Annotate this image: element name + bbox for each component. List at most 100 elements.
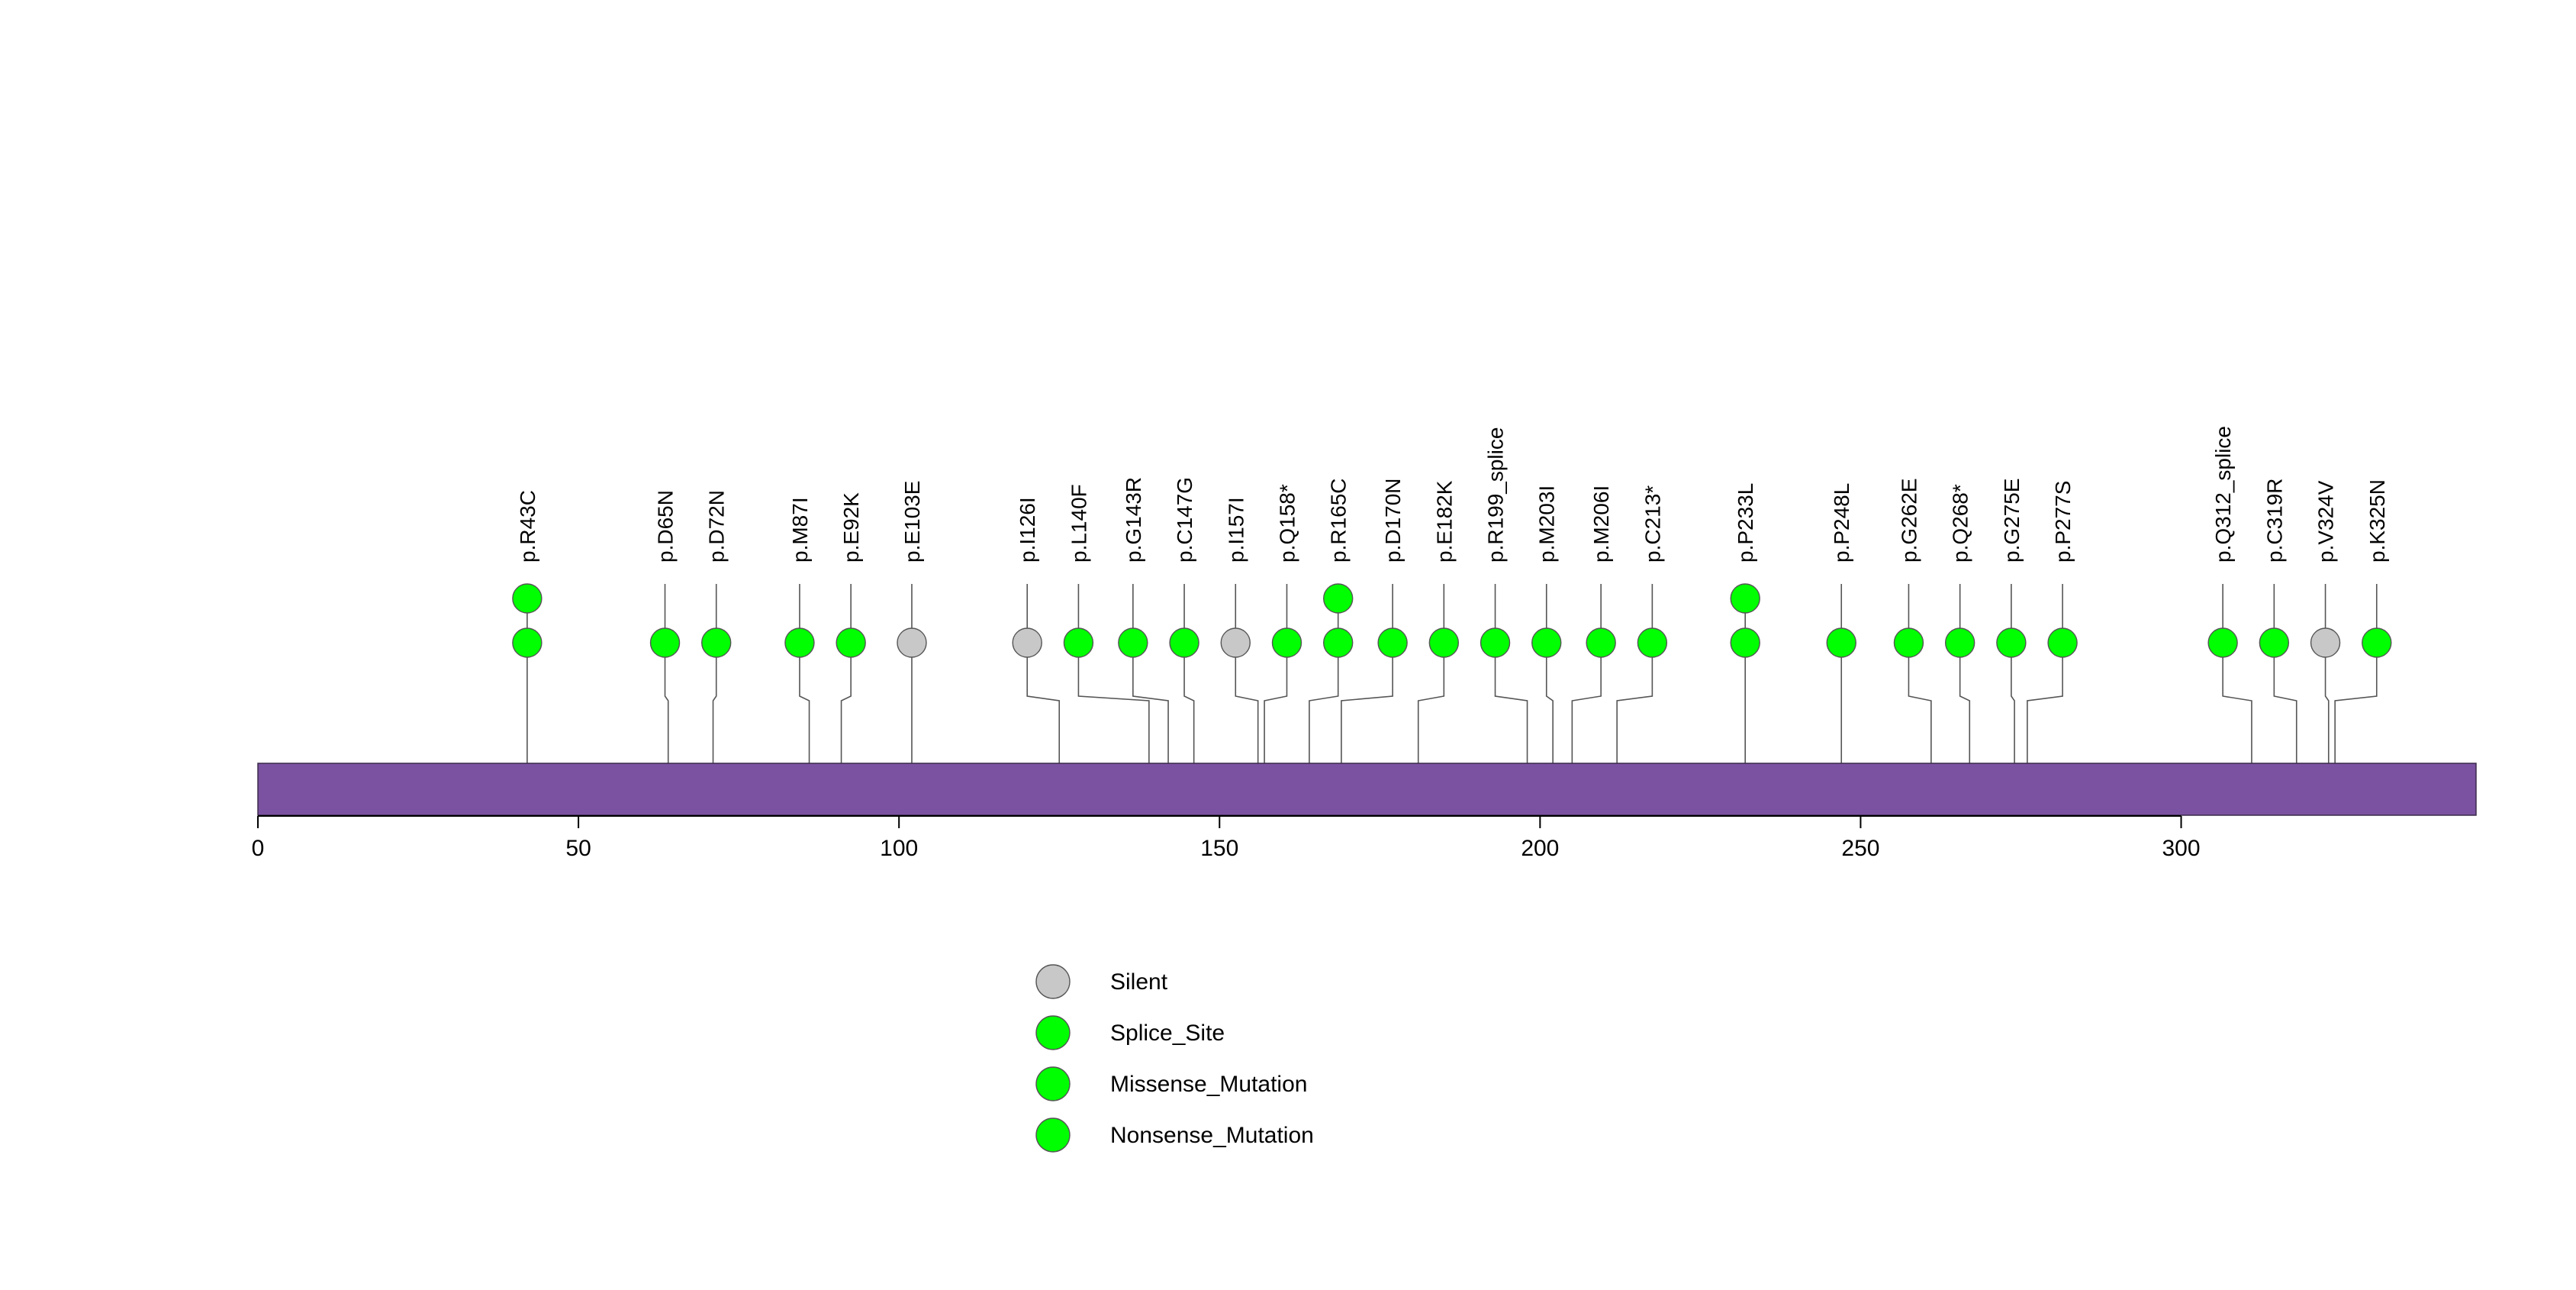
mutation-stem	[1545, 584, 1554, 763]
mutation-label: p.C147G	[1173, 477, 1196, 563]
mutation-stem	[1494, 584, 1528, 763]
mutation-circle	[1063, 627, 1094, 658]
mutation-label: p.D72N	[705, 490, 729, 563]
legend: Silent Splice_Site Missense_Mutation Nonsen…	[1035, 964, 1314, 1153]
legend-swatch	[1035, 964, 1071, 999]
mutation-label: p.R165C	[1327, 478, 1351, 563]
mutation-label: p.M203I	[1535, 485, 1559, 563]
mutation-circle	[1730, 583, 1760, 614]
mutation-circle	[1893, 627, 1924, 658]
mutation-stem	[2222, 584, 2252, 763]
legend-swatch	[1035, 1117, 1071, 1153]
mutation-label: p.K325N	[2365, 479, 2389, 563]
mutation-stem	[1026, 584, 1061, 763]
mutation-stem	[1908, 584, 1932, 763]
x-tick-label: 300	[2162, 836, 2200, 861]
mutation-circle	[1012, 627, 1042, 658]
mutation-label: p.I126I	[1016, 497, 1039, 563]
mutation-label: p.Q268*	[1949, 484, 1972, 563]
mutation-circle	[1531, 627, 1562, 658]
x-tick-label: 250	[1841, 836, 1879, 861]
mutation-label: p.E182K	[1432, 480, 1456, 563]
mutation-stem	[2027, 584, 2063, 763]
mutation-circle	[1428, 627, 1460, 658]
mutation-circle	[1637, 627, 1668, 658]
mutation-label: p.C319R	[2262, 478, 2286, 563]
mutation-label: p.G143R	[1122, 477, 1145, 563]
mutation-circle	[1169, 627, 1199, 658]
legend-label: Splice_Site	[1110, 1021, 1225, 1046]
legend-swatch	[1035, 1015, 1071, 1050]
x-tick-label: 0	[252, 836, 265, 861]
mutation-circle	[2047, 627, 2078, 658]
mutation-circles	[512, 583, 2392, 658]
mutation-circle	[784, 627, 815, 658]
mutation-label: p.P248L	[1830, 483, 1853, 563]
mutation-stem	[1959, 584, 1971, 763]
mutation-stem	[1235, 584, 1259, 763]
mutation-label: p.L140F	[1067, 484, 1090, 563]
mutation-circle	[1944, 627, 1975, 658]
mutation-label: p.M87I	[788, 497, 812, 563]
mutation-circle	[1377, 627, 1408, 658]
legend-label: Silent	[1110, 969, 1168, 995]
mutation-circle	[1271, 627, 1302, 658]
mutation-label: p.R43C	[516, 490, 539, 563]
legend-label: Nonsense_Mutation	[1110, 1123, 1314, 1148]
mutation-circle	[1826, 627, 1856, 658]
mutation-circle	[2259, 627, 2290, 658]
mutation-circle	[649, 627, 681, 658]
mutation-stem	[664, 584, 669, 763]
mutation-circle	[512, 627, 543, 658]
mutation-circle	[1996, 627, 2027, 658]
mutation-label: p.D65N	[654, 490, 678, 563]
mutation-stem	[2334, 584, 2378, 763]
mutation-circle	[1118, 627, 1148, 658]
mutation-circle	[1480, 627, 1511, 658]
mutation-circle	[836, 627, 866, 658]
legend-label: Missense_Mutation	[1110, 1072, 1307, 1097]
x-tick-label: 150	[1200, 836, 1238, 861]
mutation-stem	[1341, 584, 1393, 763]
mutation-circle	[1220, 627, 1251, 658]
mutation-label: p.G262E	[1897, 478, 1921, 563]
mutation-label: p.M206I	[1589, 485, 1613, 563]
mutation-stem	[1132, 584, 1169, 763]
x-axis-ticks: 0 50 100 150 200 250 300	[252, 816, 2201, 861]
mutation-label: p.Q158*	[1275, 484, 1299, 563]
mutation-circle	[512, 583, 543, 614]
mutation-label: p.G275E	[2000, 478, 2024, 563]
x-tick-label: 100	[880, 836, 918, 861]
mutation-label: p.E92K	[839, 492, 863, 563]
mutation-stem	[2011, 584, 2015, 763]
mutation-label: p.E103E	[900, 481, 924, 563]
mutation-stem	[1616, 584, 1653, 763]
mutation-circle	[2207, 627, 2238, 658]
x-tick-label: 200	[1521, 836, 1559, 861]
mutation-stem	[1264, 584, 1288, 763]
mutation-label: p.D170N	[1381, 478, 1405, 563]
mutation-stem	[1183, 584, 1195, 763]
mutation-circle	[2362, 627, 2392, 658]
mutation-circle	[1586, 627, 1616, 658]
mutation-label: p.V324V	[2314, 480, 2338, 563]
mutation-stem	[1571, 584, 1602, 763]
mutation-stem	[840, 584, 852, 763]
mutation-stem	[2324, 584, 2330, 763]
mutation-label: p.C213*	[1641, 485, 1664, 563]
protein-bar	[257, 763, 2477, 816]
mutation-labels: p.R43C p.D65N p.D72N p.M87I p.E92K p.E103E p.I…	[516, 426, 2389, 563]
x-tick-label: 50	[565, 836, 591, 861]
mutation-stem	[712, 584, 717, 763]
mutation-circle	[1322, 627, 1354, 658]
stem-layer	[526, 584, 2378, 763]
mutation-stem	[799, 584, 810, 763]
mutation-stem	[2273, 584, 2297, 763]
mutation-label: p.P277S	[2051, 481, 2075, 563]
mutation-stem	[1077, 584, 1150, 763]
mutation-label: p.P233L	[1734, 483, 1757, 563]
mutation-circle	[1322, 583, 1354, 614]
mutation-circle	[1730, 627, 1760, 658]
legend-swatch	[1035, 1066, 1071, 1101]
